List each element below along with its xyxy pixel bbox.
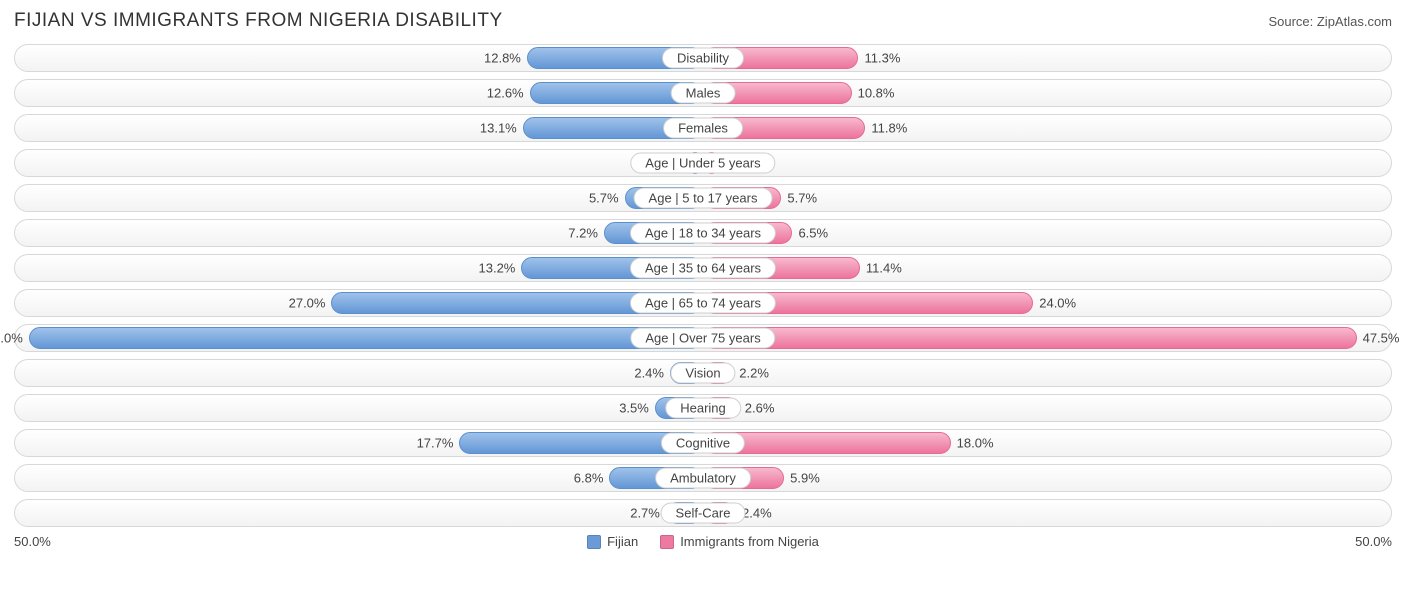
bar-row: 6.8% 5.9% Ambulatory: [14, 464, 1392, 492]
value-left: 13.2%: [479, 261, 516, 276]
value-left: 12.6%: [487, 86, 524, 101]
value-left: 17.7%: [417, 436, 454, 451]
bar-row: 12.8% 11.3% Disability: [14, 44, 1392, 72]
value-right: 2.6%: [745, 401, 775, 416]
value-left: 6.8%: [574, 471, 604, 486]
row-category-label: Age | 18 to 34 years: [630, 223, 776, 244]
bar-row: 13.1% 11.8% Females: [14, 114, 1392, 142]
bar-row: 3.5% 2.6% Hearing: [14, 394, 1392, 422]
value-left: 12.8%: [484, 51, 521, 66]
row-category-label: Age | Over 75 years: [630, 328, 775, 349]
bar-row: 2.7% 2.4%Self-Care: [14, 499, 1392, 527]
row-category-label: Age | 35 to 64 years: [630, 258, 776, 279]
legend-item-right: Immigrants from Nigeria: [660, 534, 819, 549]
bar-row: 13.2% 11.4% Age | 35 to 64 years: [14, 254, 1392, 282]
diverging-bar-chart: 12.8% 11.3% Disability 12.6% 10.8% Males 13.1%…: [14, 44, 1392, 527]
value-right: 11.8%: [871, 121, 907, 136]
value-left: 3.5%: [619, 401, 649, 416]
page-title: FIJIAN VS IMMIGRANTS FROM NIGERIA DISABI…: [14, 10, 503, 32]
legend-label-right: Immigrants from Nigeria: [680, 534, 819, 549]
bar-right: [703, 327, 1357, 349]
axis-left-max: 50.0%: [14, 534, 51, 549]
value-left: 7.2%: [568, 226, 598, 241]
row-category-label: Ambulatory: [655, 468, 751, 489]
row-category-label: Females: [663, 118, 743, 139]
row-category-label: Hearing: [665, 398, 741, 419]
bar-row: 1.2%1.2%Age | Under 5 years: [14, 149, 1392, 177]
value-right: 10.8%: [858, 86, 895, 101]
row-category-label: Vision: [670, 363, 735, 384]
value-right: 5.9%: [790, 471, 820, 486]
row-category-label: Disability: [662, 48, 744, 69]
bar-left: [29, 327, 703, 349]
legend-swatch-left: [587, 535, 601, 549]
value-left: 5.7%: [589, 191, 619, 206]
legend-item-left: Fijian: [587, 534, 638, 549]
value-right: 11.4%: [866, 261, 902, 276]
value-right: 24.0%: [1039, 296, 1076, 311]
axis-right-max: 50.0%: [1355, 534, 1392, 549]
row-category-label: Self-Care: [661, 503, 746, 524]
source-attribution: Source: ZipAtlas.com: [1268, 14, 1392, 29]
row-category-label: Cognitive: [661, 433, 745, 454]
value-left: 49.0%: [0, 331, 23, 346]
legend-swatch-right: [660, 535, 674, 549]
bar-row: 49.0%47.5%Age | Over 75 years: [14, 324, 1392, 352]
value-right: 6.5%: [798, 226, 828, 241]
legend: Fijian Immigrants from Nigeria: [587, 534, 819, 549]
legend-label-left: Fijian: [607, 534, 638, 549]
row-category-label: Males: [671, 83, 736, 104]
bar-row: 12.6% 10.8% Males: [14, 79, 1392, 107]
row-category-label: Age | 5 to 17 years: [634, 188, 773, 209]
value-right: 5.7%: [787, 191, 817, 206]
bar-row: 27.0% 24.0% Age | 65 to 74 years: [14, 289, 1392, 317]
row-category-label: Age | 65 to 74 years: [630, 293, 776, 314]
value-right: 47.5%: [1363, 331, 1400, 346]
value-right: 2.4%: [742, 506, 772, 521]
bar-row: 17.7% 18.0% Cognitive: [14, 429, 1392, 457]
bar-row: 5.7% 5.7% Age | 5 to 17 years: [14, 184, 1392, 212]
value-right: 18.0%: [957, 436, 994, 451]
row-category-label: Age | Under 5 years: [630, 153, 775, 174]
value-left: 13.1%: [480, 121, 517, 136]
value-right: 2.2%: [739, 366, 769, 381]
value-left: 2.7%: [630, 506, 660, 521]
bar-row: 2.4% 2.2% Vision: [14, 359, 1392, 387]
value-left: 27.0%: [289, 296, 326, 311]
value-right: 11.3%: [864, 51, 900, 66]
value-left: 2.4%: [634, 366, 664, 381]
bar-row: 7.2% 6.5% Age | 18 to 34 years: [14, 219, 1392, 247]
